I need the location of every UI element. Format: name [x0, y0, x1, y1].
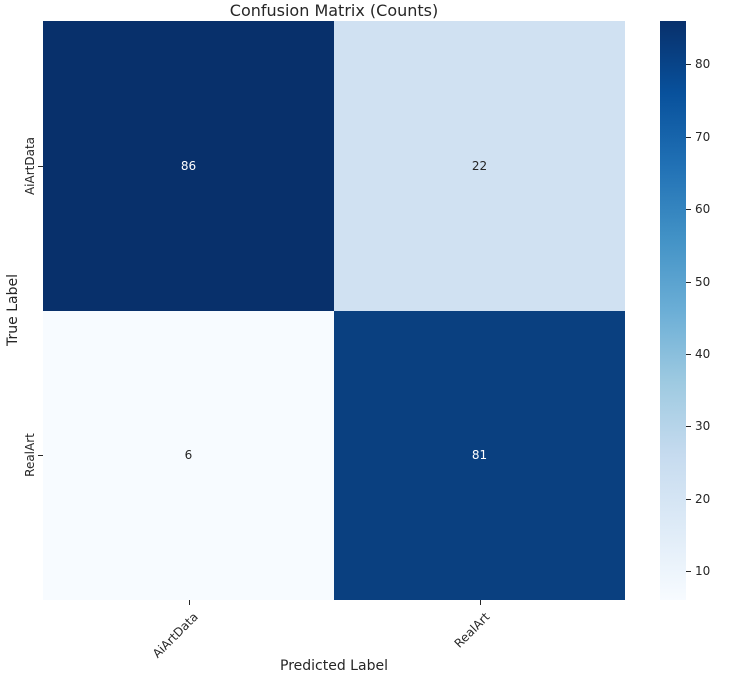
y-axis-label: True Label: [5, 274, 21, 346]
x-tick-label: RealArt: [451, 609, 493, 651]
colorbar: [660, 21, 686, 600]
colorbar-tick-mark: [686, 281, 691, 283]
heatmap-cell: 81: [334, 310, 625, 600]
x-tick-label: AiArtData: [150, 609, 202, 661]
cell-value: 86: [180, 158, 197, 173]
x-axis-label: Predicted Label: [280, 658, 388, 674]
heatmap-grid: 86 22 6 81: [43, 21, 625, 600]
x-tick-mark: [188, 600, 190, 605]
y-tick-mark: [38, 455, 43, 457]
chart-title: Confusion Matrix (Counts): [229, 1, 439, 20]
x-tick-mark: [479, 600, 481, 605]
heatmap-cell: 6: [43, 310, 334, 600]
colorbar-tick-label: 30: [695, 419, 711, 434]
colorbar-tick-label: 70: [695, 129, 711, 144]
colorbar-tick-mark: [686, 64, 691, 66]
y-tick-label: AiArtData: [23, 136, 37, 195]
colorbar-tick-mark: [686, 426, 691, 428]
y-tick-label: RealArt: [23, 433, 37, 478]
colorbar-tick-mark: [686, 353, 691, 355]
cell-value: 22: [471, 158, 488, 173]
colorbar-tick-label: 50: [695, 274, 711, 289]
colorbar-tick-label: 40: [695, 346, 711, 361]
colorbar-tick-label: 60: [695, 202, 711, 217]
colorbar-tick-mark: [686, 498, 691, 500]
y-tick-mark: [38, 165, 43, 167]
colorbar-tick-mark: [686, 571, 691, 573]
colorbar-tick-label: 10: [695, 564, 711, 579]
colorbar-tick-label: 80: [695, 57, 711, 72]
heatmap-cell: 22: [334, 21, 625, 311]
cell-value: 81: [471, 448, 488, 463]
colorbar-tick-mark: [686, 136, 691, 138]
colorbar-tick-label: 20: [695, 491, 711, 506]
colorbar-tick-mark: [686, 209, 691, 211]
cell-value: 6: [184, 448, 193, 463]
heatmap-cell: 86: [43, 21, 334, 311]
